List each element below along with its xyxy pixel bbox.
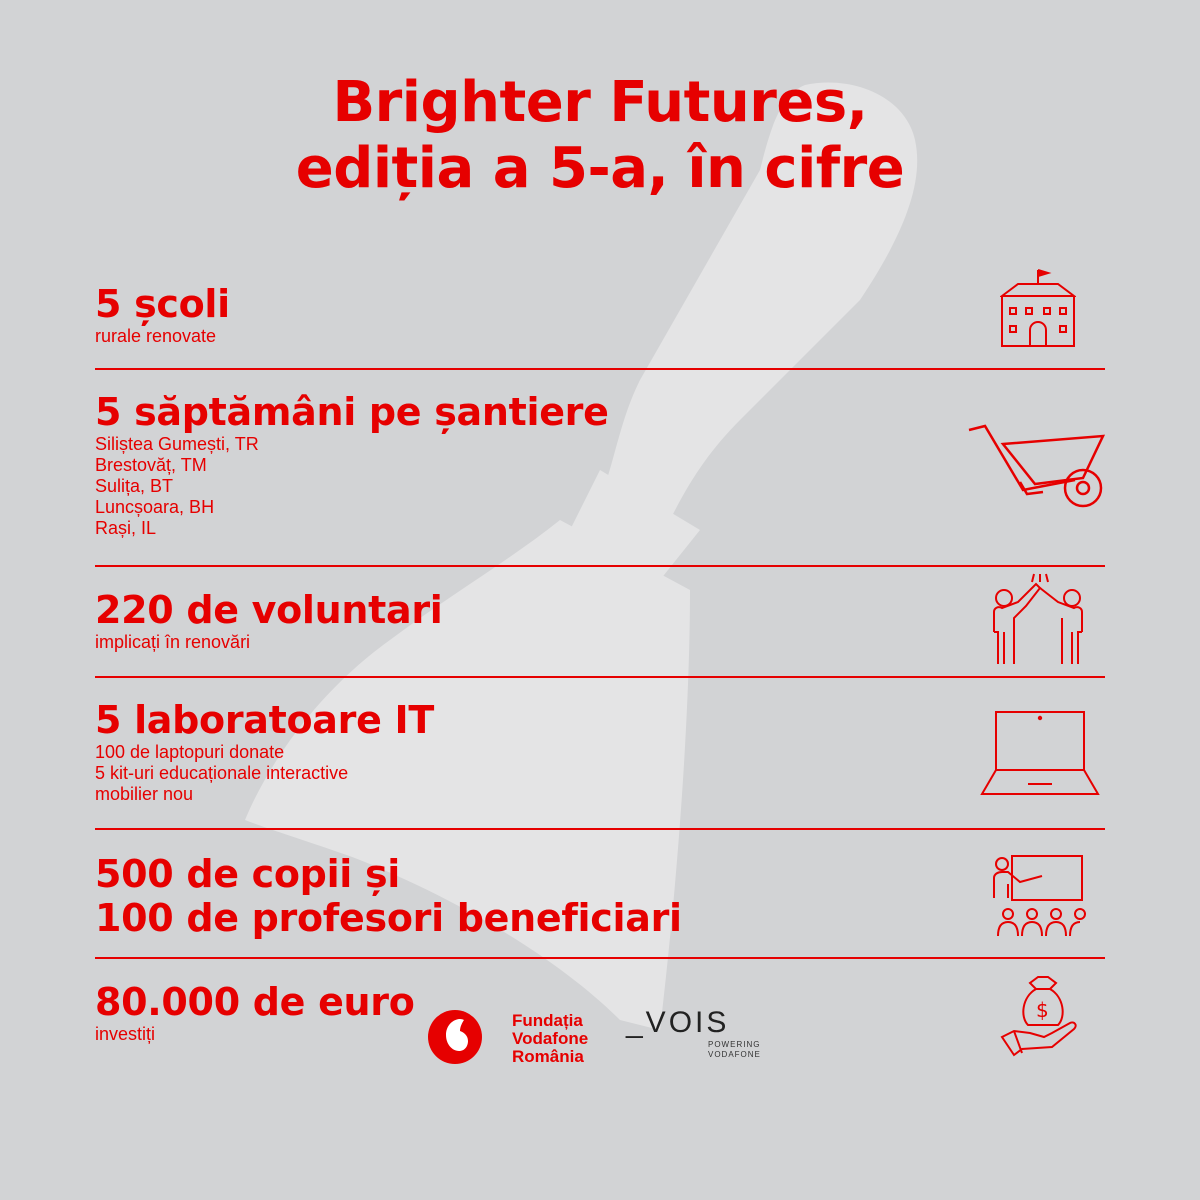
foundation-line-1: Fundația (512, 1011, 583, 1030)
vodafone-logo-icon (428, 1010, 482, 1064)
stat-detail: 100 de laptopuri donate (95, 742, 285, 762)
stat-detail: mobilier nou (95, 784, 194, 804)
stat-detail: investiți (95, 1024, 156, 1044)
location-5: Rași, IL (95, 518, 157, 538)
teacher-classroom-icon (990, 852, 1086, 938)
stat-headline: 5 laboratoare IT (95, 698, 434, 742)
foundation-line-2: Vodafone (512, 1029, 589, 1048)
location-3: Sulița, BT (95, 476, 174, 496)
title-line-2: ediția a 5-a, în cifre (295, 136, 905, 201)
page-title: Brighter Futures, ediția a 5-a, în cifre (0, 70, 1200, 202)
stat-headline-line-1: 500 de copii și (95, 852, 401, 896)
svg-text:$: $ (1036, 998, 1049, 1022)
money-bag-hand-icon: $ (1000, 975, 1080, 1059)
stat-investment: 80.000 de euro investiți (95, 980, 1105, 1045)
divider (95, 828, 1105, 830)
title-line-1: Brighter Futures, (332, 70, 868, 135)
stat-volunteers: 220 de voluntari implicați în renovări (95, 588, 1105, 653)
stat-headline: 5 școli (95, 282, 230, 326)
divider (95, 676, 1105, 678)
stat-schools: 5 școli rurale renovate (95, 282, 1105, 347)
stat-beneficiaries: 500 de copii și 100 de profesori benefic… (95, 852, 1105, 940)
divider (95, 368, 1105, 370)
stat-headline: 80.000 de euro (95, 980, 415, 1024)
stat-headline: 5 săptămâni pe șantiere (95, 390, 609, 434)
stat-it-labs: 5 laboratoare IT 100 de laptopuri donate… (95, 698, 1105, 805)
vois-tagline-line-1: POWERING (708, 1040, 761, 1049)
foundation-name: Fundația Vodafone România (512, 1012, 588, 1066)
stat-headline-line-2: 100 de profesori beneficiari (95, 896, 682, 940)
stat-detail: implicați în renovări (95, 632, 251, 652)
divider (95, 957, 1105, 959)
location-4: Luncșoara, BH (95, 497, 215, 517)
stat-detail: 5 kit-uri educaționale interactive (95, 763, 349, 783)
wheelbarrow-icon (965, 422, 1110, 512)
stat-detail: rurale renovate (95, 326, 217, 346)
divider (95, 565, 1105, 567)
vois-tagline-line-2: VODAFONE (708, 1050, 761, 1059)
stat-weeks: 5 săptămâni pe șantiere Siliștea Gumești… (95, 390, 1105, 539)
location-1: Siliștea Gumești, TR (95, 434, 259, 454)
laptop-icon (980, 710, 1100, 796)
vois-tagline: POWERING VODAFONE (708, 1040, 761, 1060)
location-2: Brestovăț, TM (95, 455, 207, 475)
vois-logo: _VOIS (626, 1006, 730, 1039)
volunteers-high-five-icon (990, 572, 1086, 668)
foundation-line-3: România (512, 1047, 584, 1066)
stat-headline: 220 de voluntari (95, 588, 443, 632)
school-building-icon (1000, 268, 1076, 348)
